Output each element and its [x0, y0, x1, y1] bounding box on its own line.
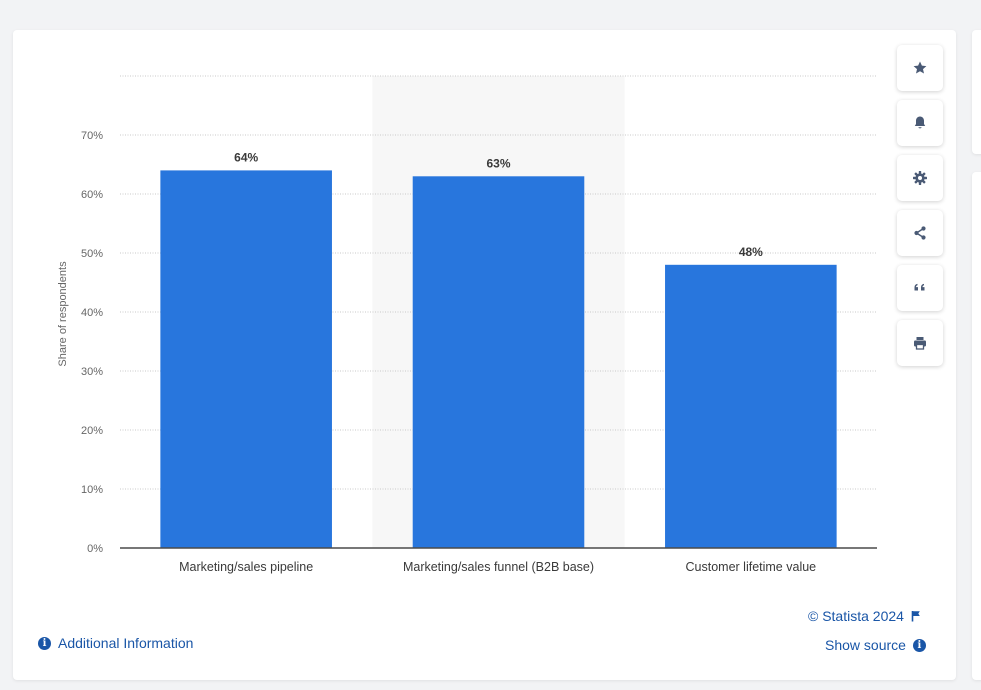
notification-button[interactable] — [897, 100, 943, 146]
data-label: 48% — [739, 245, 763, 259]
data-label: 63% — [486, 156, 510, 170]
print-button[interactable] — [897, 320, 943, 366]
gear-icon — [913, 171, 927, 185]
bar — [412, 176, 585, 549]
show-source-text: Show source — [825, 637, 906, 653]
x-tick-label: Marketing/sales pipeline — [179, 560, 313, 574]
bar — [160, 170, 332, 548]
y-axis-title: Share of respondents — [57, 261, 69, 367]
y-tick-label: 40% — [81, 307, 103, 319]
quote-icon — [914, 283, 925, 291]
flag-icon — [911, 611, 920, 622]
y-tick-label: 30% — [81, 366, 103, 378]
y-tick-label: 10% — [81, 484, 103, 496]
y-tick-label: 20% — [81, 425, 103, 437]
print-icon — [914, 337, 926, 350]
y-tick-label: 50% — [81, 248, 103, 260]
cite-button[interactable] — [897, 265, 943, 311]
star-icon — [913, 61, 927, 74]
x-tick-label: Marketing/sales funnel (B2B base) — [403, 560, 594, 574]
info-icon: i — [912, 638, 926, 652]
x-tick-label: Customer lifetime value — [686, 560, 817, 574]
info-icon: i — [38, 636, 51, 650]
show-source-link[interactable]: Show source i — [825, 637, 926, 653]
settings-button[interactable] — [897, 155, 943, 201]
y-tick-label: 70% — [81, 130, 103, 142]
side-panel-bottom — [972, 172, 981, 680]
share-icon — [914, 226, 926, 240]
copyright-link[interactable]: © Statista 2024 — [808, 608, 921, 624]
y-tick-label: 0% — [87, 543, 103, 555]
side-panel-top — [972, 30, 981, 154]
bar — [665, 264, 837, 548]
data-label: 64% — [234, 150, 258, 164]
additional-information-text: Additional Information — [58, 635, 194, 651]
share-button[interactable] — [897, 210, 943, 256]
copyright-text: © Statista 2024 — [808, 608, 904, 624]
favorite-button[interactable] — [897, 45, 943, 91]
bell-icon — [914, 116, 926, 129]
y-tick-label: 60% — [81, 189, 103, 201]
additional-information-link[interactable]: i Additional Information — [38, 635, 193, 651]
